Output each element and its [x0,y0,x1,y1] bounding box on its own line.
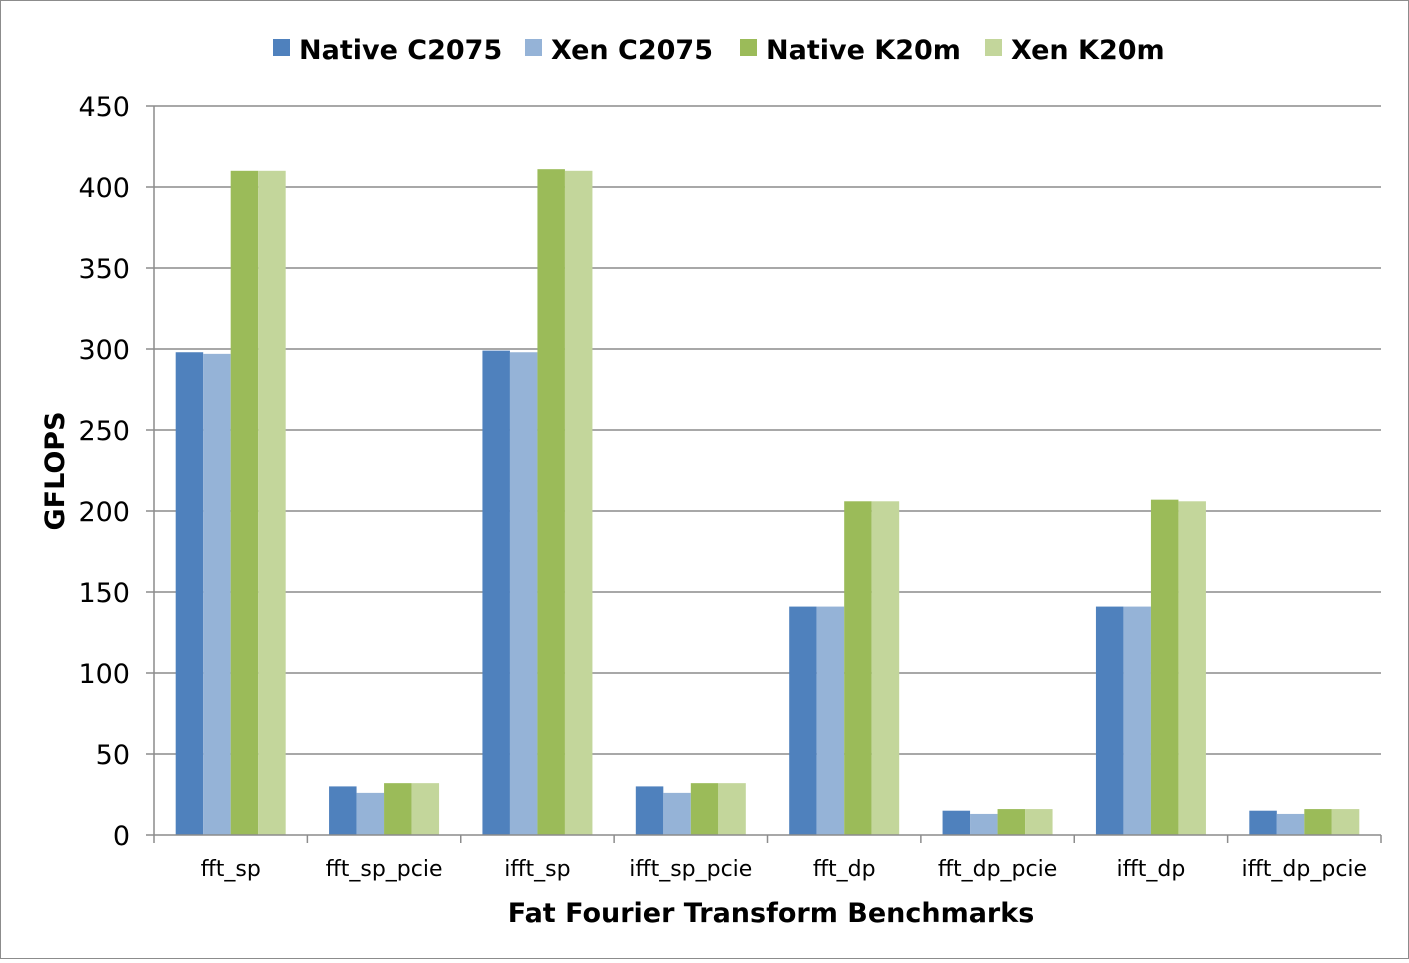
legend-swatch [525,39,542,56]
bar-ifft_sp_pcie-xen-c2075 [663,792,691,835]
x-tick-label: fft_dp [813,857,876,882]
x-axis-title: Fat Fourier Transform Benchmarks [508,898,1035,929]
y-tick-label: 100 [78,659,130,690]
x-tick-label: fft_sp [201,857,261,882]
y-tick-label: 400 [78,173,130,204]
bar-ifft_dp_pcie-xen-k20m [1331,809,1360,835]
bar-fft_dp-native-k20m [844,501,872,835]
bar-ifft_sp-xen-c2075 [509,352,538,835]
bar-fft_sp-native-k20m [230,170,259,836]
legend-swatch [985,39,1002,56]
bar-fft_sp_pcie-xen-c2075 [356,792,385,835]
gridlines [154,105,1381,755]
bar-fft_sp_pcie-native-c2075 [329,786,357,835]
y-tick-label: 0 [113,821,130,852]
x-tick-label: ifft_sp_pcie [629,857,752,882]
axes [146,105,1382,843]
y-tick-label: 150 [78,578,130,609]
bar-fft_dp_pcie-xen-k20m [1025,809,1053,835]
bars [175,169,1360,836]
bar-ifft_dp_pcie-xen-c2075 [1276,813,1305,835]
legend-label: Xen K20m [1011,35,1165,66]
bar-ifft_sp_pcie-xen-k20m [718,783,746,835]
bar-ifft_sp_pcie-native-c2075 [635,786,664,835]
bar-fft_sp-native-c2075 [175,352,204,835]
bar-fft_sp-xen-k20m [258,170,286,836]
y-tick-label: 300 [78,335,130,366]
bar-ifft_dp-xen-c2075 [1123,606,1151,835]
bar-fft_sp_pcie-xen-k20m [411,783,440,835]
x-tick-label: ifft_dp_pcie [1242,857,1368,882]
legend-swatch [740,39,757,56]
y-tick-label: 250 [78,416,130,447]
bar-fft_sp-xen-c2075 [203,353,231,835]
x-tick-label: fft_dp_pcie [938,857,1057,882]
legend-label: Xen C2075 [551,35,713,66]
bar-fft_dp-native-c2075 [789,606,817,835]
y-tick-label: 450 [78,92,130,123]
bar-ifft_sp-native-c2075 [482,350,510,835]
y-tick-label: 200 [78,497,130,528]
x-tick-label: ifft_dp [1117,857,1186,882]
y-tick-labels: 0 50 100 150 200 250 300 350 400 450 [78,92,130,852]
bar-ifft_dp-native-c2075 [1095,606,1124,835]
y-axis-title: GFLOPS [40,411,71,530]
bar-ifft_dp-native-k20m [1150,499,1179,835]
bar-fft_dp-xen-k20m [871,501,900,835]
bar-fft_dp-xen-c2075 [816,606,845,835]
x-tick-label: ifft_sp [504,857,570,882]
y-tick-label: 350 [78,254,130,285]
legend: Native C2075 Xen C2075 Native K20m Xen K20m [273,35,1165,66]
legend-swatch [273,39,290,56]
legend-label: Native C2075 [299,35,502,66]
bar-ifft_sp-native-k20m [537,169,565,835]
x-tick-label: fft_sp_pcie [326,857,443,882]
bar-fft_dp_pcie-native-c2075 [942,810,971,835]
bar-ifft_dp_pcie-native-c2075 [1249,810,1277,835]
bar-ifft_dp_pcie-native-k20m [1304,809,1332,835]
bar-fft_sp_pcie-native-k20m [384,783,412,835]
x-tick-labels: fft_sp fft_sp_pcie ifft_sp ifft_sp_pcie fft_… [201,857,1368,882]
bar-ifft_sp-xen-k20m [564,170,593,836]
bar-ifft_dp-xen-k20m [1178,501,1206,835]
bar-ifft_sp_pcie-native-k20m [690,783,719,835]
legend-label: Native K20m [766,35,961,66]
y-tick-label: 50 [96,740,130,771]
bar-fft_dp_pcie-xen-c2075 [970,813,998,835]
bar-fft_dp_pcie-native-k20m [997,809,1026,835]
